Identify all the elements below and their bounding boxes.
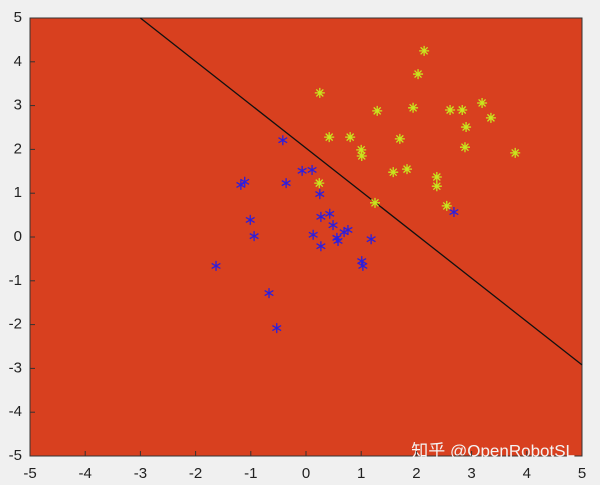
point xyxy=(477,97,488,108)
point xyxy=(402,164,413,175)
point xyxy=(459,142,470,153)
point xyxy=(314,178,325,189)
point xyxy=(419,45,430,56)
point xyxy=(345,132,356,143)
plot-area xyxy=(29,17,583,457)
point xyxy=(240,176,250,187)
point xyxy=(445,104,456,115)
point xyxy=(356,150,367,161)
point xyxy=(333,235,343,246)
x-tick-label: 0 xyxy=(302,465,310,480)
point xyxy=(457,104,468,115)
point xyxy=(408,102,419,113)
watermark: 知乎 @OpenRobotSL xyxy=(411,441,575,460)
boundary-line xyxy=(139,17,583,366)
y-tick-label: 3 xyxy=(14,97,22,114)
y-tick-label: 4 xyxy=(14,53,22,70)
point xyxy=(308,229,318,240)
y-tick-label: 2 xyxy=(14,140,22,157)
x-tick-label: -3 xyxy=(134,465,147,480)
point xyxy=(339,227,349,238)
x-tick-label: -5 xyxy=(23,465,36,480)
point xyxy=(388,167,399,178)
y-tick-label: -4 xyxy=(9,403,22,420)
point xyxy=(328,220,338,231)
point xyxy=(325,208,335,219)
x-tick-label: -4 xyxy=(79,465,92,480)
point xyxy=(358,260,368,271)
y-tick-label: -2 xyxy=(9,316,22,333)
x-tick-label: 1 xyxy=(357,465,365,480)
point xyxy=(272,323,282,334)
point xyxy=(211,260,221,271)
point xyxy=(245,214,255,225)
point xyxy=(307,164,317,175)
point xyxy=(297,165,307,176)
point xyxy=(372,105,383,116)
point xyxy=(370,197,380,208)
y-tick-label: 5 xyxy=(14,9,22,26)
point xyxy=(314,87,325,98)
y-tick-label: 0 xyxy=(14,228,22,245)
point xyxy=(316,211,326,222)
marks xyxy=(139,17,583,366)
y-tick-label: -5 xyxy=(9,447,22,464)
x-tick-label: 3 xyxy=(467,465,475,480)
x-tick-label: 2 xyxy=(412,465,420,480)
point xyxy=(413,69,424,80)
x-tick-label: 4 xyxy=(523,465,531,480)
point xyxy=(449,207,459,218)
point xyxy=(394,133,405,144)
point xyxy=(278,135,288,146)
x-tick-label: -1 xyxy=(244,465,257,480)
point xyxy=(366,234,376,245)
point xyxy=(236,179,246,190)
point xyxy=(264,288,274,299)
y-tick-label: -1 xyxy=(9,272,22,289)
point xyxy=(461,122,472,133)
y-tick-label: -3 xyxy=(9,359,22,376)
point xyxy=(431,181,442,192)
point xyxy=(357,256,367,267)
point xyxy=(281,178,291,189)
point xyxy=(485,112,496,123)
point xyxy=(316,241,326,252)
y-tick-label: 1 xyxy=(14,184,22,201)
point xyxy=(324,132,335,143)
point xyxy=(249,231,259,242)
point xyxy=(510,147,521,158)
point xyxy=(431,171,442,182)
point xyxy=(441,200,452,211)
point xyxy=(356,144,367,155)
point xyxy=(315,189,325,200)
x-tick-label: -2 xyxy=(189,465,202,480)
x-tick-label: 5 xyxy=(578,465,586,480)
